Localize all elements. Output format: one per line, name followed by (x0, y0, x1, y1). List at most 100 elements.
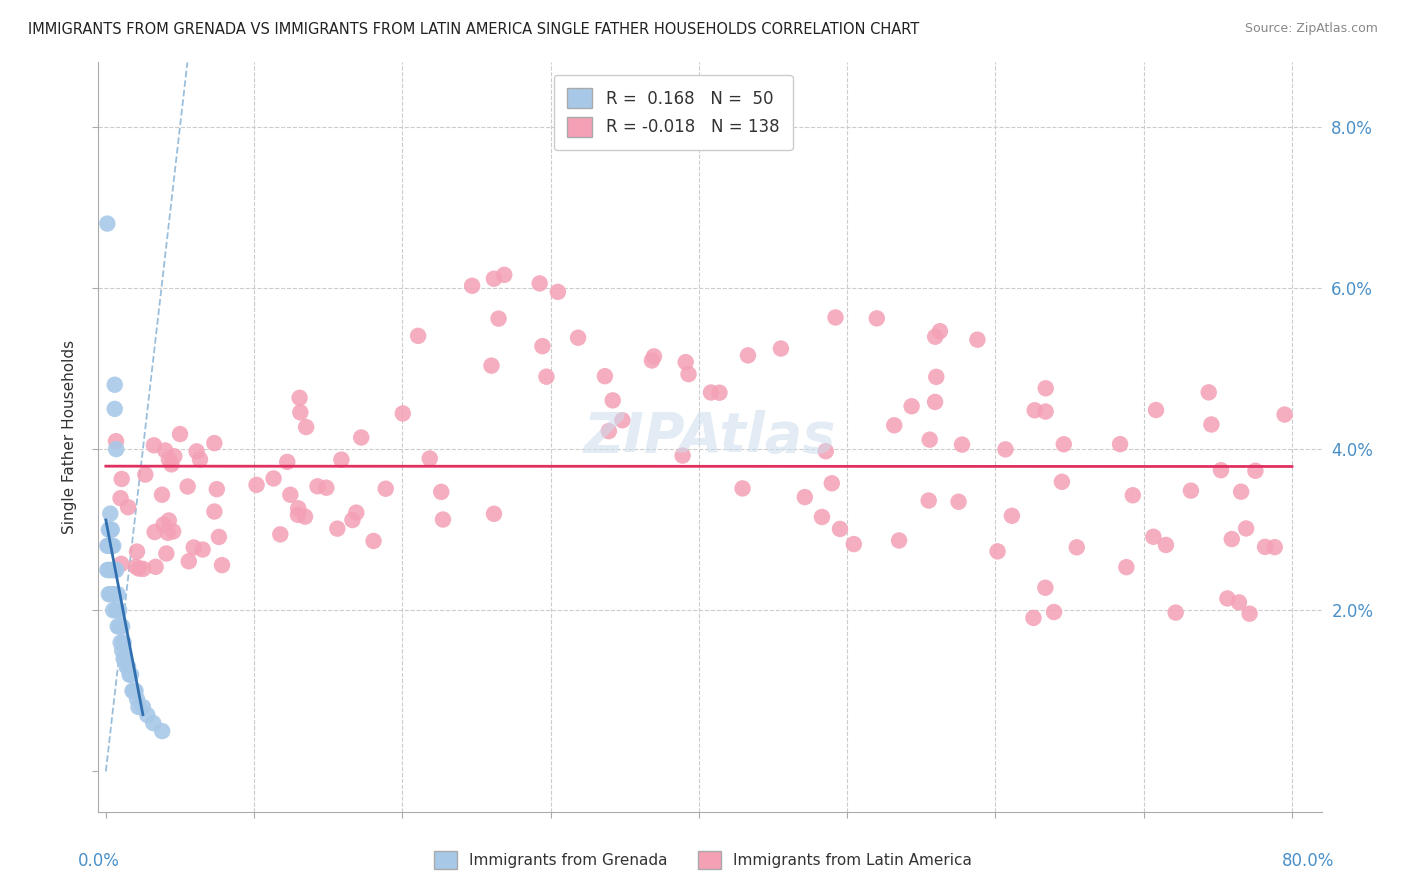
Point (157, 452, 180, 467)
Point (127, 700, 149, 714)
Point (110, 635, 132, 649)
Point (430, 484, 453, 499)
Point (1066, 541, 1088, 555)
Point (121, 684, 143, 698)
Point (488, 311, 510, 326)
Point (1024, 403, 1046, 417)
Point (276, 455, 298, 469)
Point (295, 420, 318, 434)
Point (143, 524, 166, 539)
Point (287, 508, 309, 522)
Point (186, 444, 208, 458)
Point (731, 482, 754, 496)
Point (115, 659, 138, 673)
Point (1239, 607, 1261, 621)
Point (602, 393, 624, 408)
Point (461, 278, 484, 293)
Point (330, 452, 353, 467)
Point (142, 438, 165, 452)
Point (529, 277, 551, 291)
Point (1198, 385, 1220, 400)
Point (96, 217, 118, 231)
Point (105, 603, 128, 617)
Point (169, 427, 191, 442)
Point (1201, 417, 1223, 432)
Point (925, 370, 948, 384)
Point (294, 509, 316, 524)
Point (100, 539, 122, 553)
Point (108, 619, 131, 633)
Point (103, 587, 125, 601)
Point (793, 490, 815, 504)
Point (678, 367, 700, 381)
Point (432, 512, 454, 526)
Text: 80.0%: 80.0% (1281, 852, 1334, 870)
Point (929, 324, 952, 338)
Point (114, 651, 136, 665)
Point (150, 488, 173, 502)
Point (110, 619, 132, 633)
Point (1230, 484, 1253, 499)
Point (104, 563, 127, 577)
Point (208, 530, 231, 544)
Point (287, 501, 309, 516)
Text: 0.0%: 0.0% (77, 852, 120, 870)
Point (866, 311, 889, 326)
Point (494, 268, 516, 282)
Point (125, 544, 148, 558)
Point (814, 444, 837, 458)
Point (245, 478, 267, 492)
Point (211, 558, 233, 573)
Point (103, 539, 125, 553)
Point (124, 684, 146, 698)
Point (593, 369, 616, 384)
Point (643, 350, 665, 364)
Point (1144, 403, 1167, 417)
Point (98, 563, 121, 577)
Point (160, 458, 183, 472)
Point (103, 603, 125, 617)
Point (104, 401, 127, 416)
Point (100, 587, 122, 601)
Point (769, 342, 792, 356)
Point (152, 517, 174, 532)
Point (112, 635, 135, 649)
Point (150, 724, 173, 739)
Point (482, 272, 505, 286)
Point (117, 659, 139, 673)
Point (97, 587, 120, 601)
Point (1122, 488, 1144, 502)
Point (1227, 595, 1250, 609)
Point (100, 523, 122, 537)
Point (344, 506, 367, 520)
Point (155, 547, 177, 561)
Point (482, 507, 505, 521)
Point (125, 559, 148, 574)
Point (918, 433, 941, 447)
Point (136, 708, 159, 723)
Point (145, 559, 167, 574)
Point (1254, 540, 1277, 554)
Point (924, 330, 946, 344)
Point (132, 700, 155, 714)
Point (672, 449, 695, 463)
Point (1109, 437, 1132, 451)
Point (134, 467, 156, 482)
Point (120, 667, 142, 681)
Point (1035, 404, 1057, 418)
Point (824, 310, 846, 325)
Point (1050, 475, 1073, 489)
Point (98, 507, 121, 521)
Point (1142, 530, 1164, 544)
Point (821, 476, 844, 491)
Text: ZIPAtlas: ZIPAtlas (583, 410, 837, 464)
Point (1234, 521, 1257, 535)
Point (103, 563, 125, 577)
Point (900, 399, 922, 413)
Point (1154, 538, 1177, 552)
Point (205, 482, 228, 496)
Point (1053, 437, 1076, 451)
Point (350, 430, 373, 444)
Point (97, 539, 120, 553)
Legend: R =  0.168   N =  50, R = -0.018   N = 138: R = 0.168 N = 50, R = -0.018 N = 138 (554, 75, 793, 150)
